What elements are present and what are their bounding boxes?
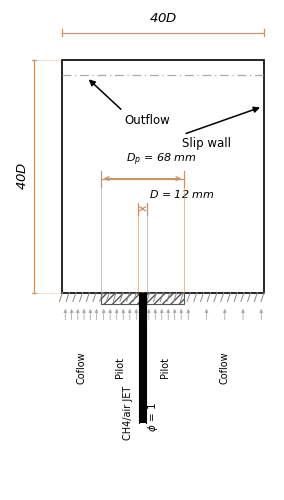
Bar [101,292,139,304]
Text: Outflow: Outflow [124,114,170,126]
Text: CH4/air JET: CH4/air JET [123,386,133,440]
Text: Coflow: Coflow [77,351,87,384]
Text: Coflow: Coflow [219,351,229,384]
Text: Pilot: Pilot [115,357,125,378]
Text: $\phi$ = 1: $\phi$ = 1 [145,402,160,432]
Text: Slip wall: Slip wall [182,137,231,150]
Text: 40$D$: 40$D$ [16,162,29,190]
Bar [139,292,146,422]
Text: Pilot: Pilot [160,357,170,378]
Text: 40$D$: 40$D$ [149,12,178,25]
Text: $D_p$ = 68 mm: $D_p$ = 68 mm [126,151,197,168]
Bar [146,292,184,304]
Text: $D$ = 12 mm: $D$ = 12 mm [149,188,215,200]
Bar [62,60,264,292]
